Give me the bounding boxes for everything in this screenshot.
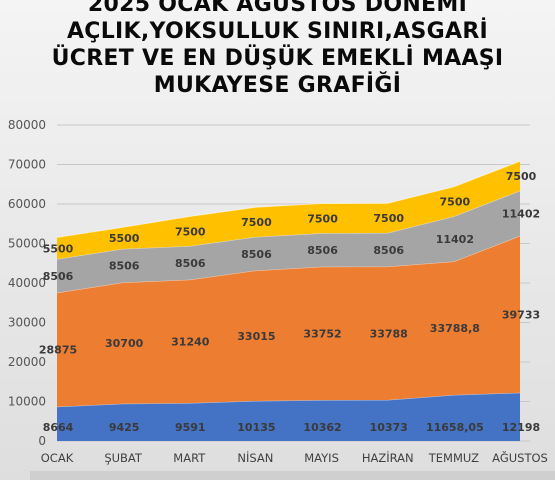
data-label: 10362 — [303, 421, 341, 434]
x-axis: OCAK ŞUBAT MART NİSAN MAYIS HAZİRAN TEMMUZ AĞUS… — [41, 450, 548, 465]
data-label: 11402 — [436, 233, 474, 246]
data-label: 31240 — [171, 335, 210, 348]
x-tick-label: TEMMUZ — [428, 451, 479, 465]
data-label: 8506 — [307, 244, 338, 257]
x-tick-label: NİSAN — [237, 450, 273, 465]
data-label: 33015 — [237, 330, 275, 343]
area-edge-4 — [56, 160, 521, 238]
x-tick-label: MART — [173, 451, 206, 465]
data-label: 10135 — [237, 421, 275, 434]
data-label: 33752 — [303, 327, 341, 340]
y-tick-label: 40000 — [8, 276, 46, 290]
data-label: 7500 — [307, 212, 338, 225]
area-series-3 — [57, 190, 520, 293]
data-label: 11658,05 — [426, 421, 484, 434]
data-label: 30700 — [105, 337, 144, 350]
y-tick-label: 20000 — [8, 355, 46, 369]
data-label: 8664 — [43, 421, 74, 434]
y-tick-label: 10000 — [8, 395, 46, 409]
x-tick-label: ŞUBAT — [104, 451, 143, 465]
data-label: 33788,8 — [430, 322, 480, 335]
data-label: 7500 — [506, 170, 537, 183]
data-label: 33788 — [370, 327, 408, 340]
y-tick-label: 60000 — [8, 197, 46, 211]
data-label: 5500 — [43, 242, 74, 255]
area-edge-3 — [56, 190, 521, 260]
y-tick-label: 30000 — [8, 316, 46, 330]
footer-bar — [30, 471, 555, 480]
data-label: 5500 — [109, 232, 140, 245]
data-label: 7500 — [373, 212, 404, 225]
data-label: 39733 — [502, 308, 540, 321]
y-tick-label: 70000 — [8, 158, 46, 172]
data-label: 8506 — [109, 260, 140, 273]
x-tick-label: OCAK — [41, 451, 74, 465]
data-label: 9425 — [109, 421, 140, 434]
y-tick-label: 0 — [38, 434, 46, 448]
data-label: 8506 — [43, 270, 74, 283]
data-label: 8506 — [373, 244, 404, 257]
data-label: 11402 — [502, 207, 540, 220]
area-series-4 — [57, 161, 520, 260]
data-label: 7500 — [175, 225, 206, 238]
data-label: 12198 — [502, 421, 540, 434]
chart-title: 2025 OCAK AĞUSTOS DÖNEMİ AÇLIK,YOKSULLUK… — [51, 0, 504, 98]
y-axis: 0 10000 20000 30000 40000 50000 60000 70000 8000… — [8, 118, 46, 448]
data-label: 28875 — [39, 344, 77, 357]
x-tick-label: AĞUSTOS — [492, 450, 548, 465]
data-label: 7500 — [440, 196, 471, 209]
area-series-2 — [57, 235, 520, 407]
data-label: 8506 — [175, 257, 206, 270]
data-labels: 8664 9425 9591 10135 10362 10373 11658,05 12198… — [39, 170, 540, 434]
data-label: 10373 — [370, 421, 408, 434]
area-series-1 — [57, 392, 520, 441]
data-label: 9591 — [175, 421, 206, 434]
data-label: 8506 — [241, 248, 272, 261]
x-tick-label: HAZİRAN — [362, 450, 414, 465]
area-series — [56, 160, 521, 441]
x-tick-label: MAYIS — [304, 451, 339, 465]
y-tick-label: 80000 — [8, 118, 46, 132]
data-label: 7500 — [241, 216, 272, 229]
y-tick-label: 50000 — [8, 237, 46, 251]
